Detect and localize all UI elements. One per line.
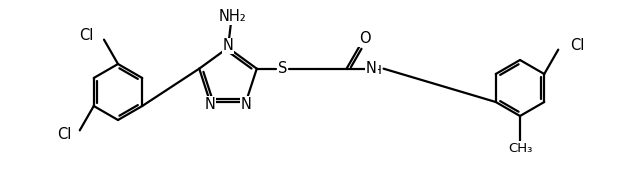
Text: N: N (366, 61, 377, 76)
Text: O: O (359, 31, 371, 46)
Text: Cl: Cl (58, 127, 72, 142)
Text: CH₃: CH₃ (508, 142, 532, 155)
Text: N: N (205, 97, 216, 112)
Text: S: S (278, 61, 287, 76)
Text: N: N (241, 97, 252, 112)
Text: N: N (223, 38, 234, 53)
Text: Cl: Cl (570, 38, 584, 53)
Text: H: H (372, 64, 381, 77)
Text: NH₂: NH₂ (219, 9, 247, 24)
Text: Cl: Cl (79, 28, 94, 43)
